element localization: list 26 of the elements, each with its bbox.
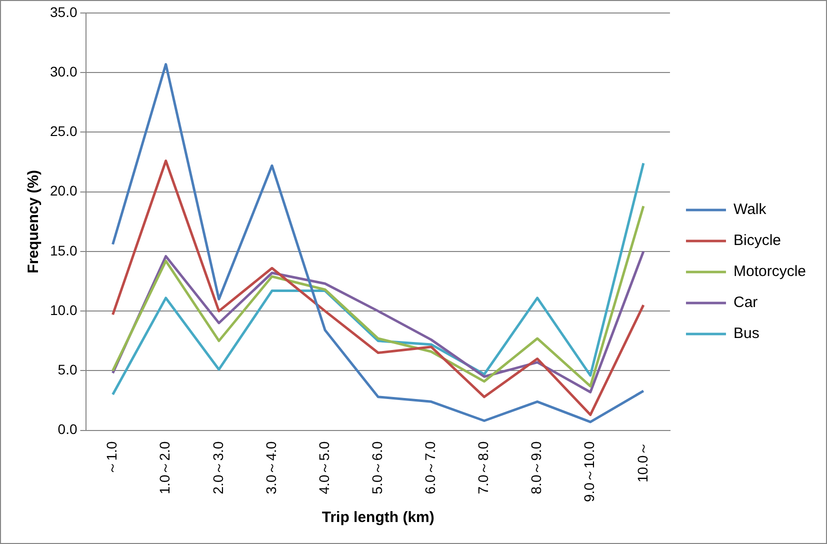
x-tick-label: 9.0～10.0	[581, 441, 598, 502]
x-tick-label: 10.0～	[634, 441, 650, 483]
x-tick-label: 7.0～8.0	[475, 441, 492, 494]
legend-label: Motorcycle	[733, 263, 806, 280]
x-tick-label: 2.0～3.0	[210, 441, 226, 494]
legend-label: Bicycle	[733, 232, 781, 250]
y-axis-title: Frequency (%)	[25, 170, 42, 274]
x-tick-label: 4.0～5.0	[316, 441, 332, 494]
legend-label: Bus	[733, 325, 760, 342]
y-tick-label: 15.0	[50, 242, 78, 258]
y-tick-label: 20.0	[50, 182, 78, 199]
y-tick-label: 30.0	[50, 63, 78, 80]
x-tick-label: 3.0～4.0	[262, 441, 279, 494]
x-tick-label: ～1.0	[104, 441, 120, 475]
x-tick-label: 1.0～2.0	[156, 441, 173, 494]
y-tick-label: 25.0	[50, 123, 78, 140]
y-tick-label: 35.0	[50, 4, 78, 20]
legend-label: Walk	[733, 201, 767, 218]
x-tick-label: 8.0～9.0	[528, 441, 544, 494]
y-tick-label: 0.0	[58, 421, 78, 438]
x-tick-label: 5.0～6.0	[368, 441, 385, 494]
x-tick-label: 6.0～7.0	[422, 441, 438, 494]
y-tick-label: 10.0	[50, 302, 78, 318]
y-tick-label: 5.0	[58, 362, 78, 378]
legend-label: Car	[733, 294, 758, 312]
x-axis-title: Trip length (km)	[322, 509, 434, 526]
